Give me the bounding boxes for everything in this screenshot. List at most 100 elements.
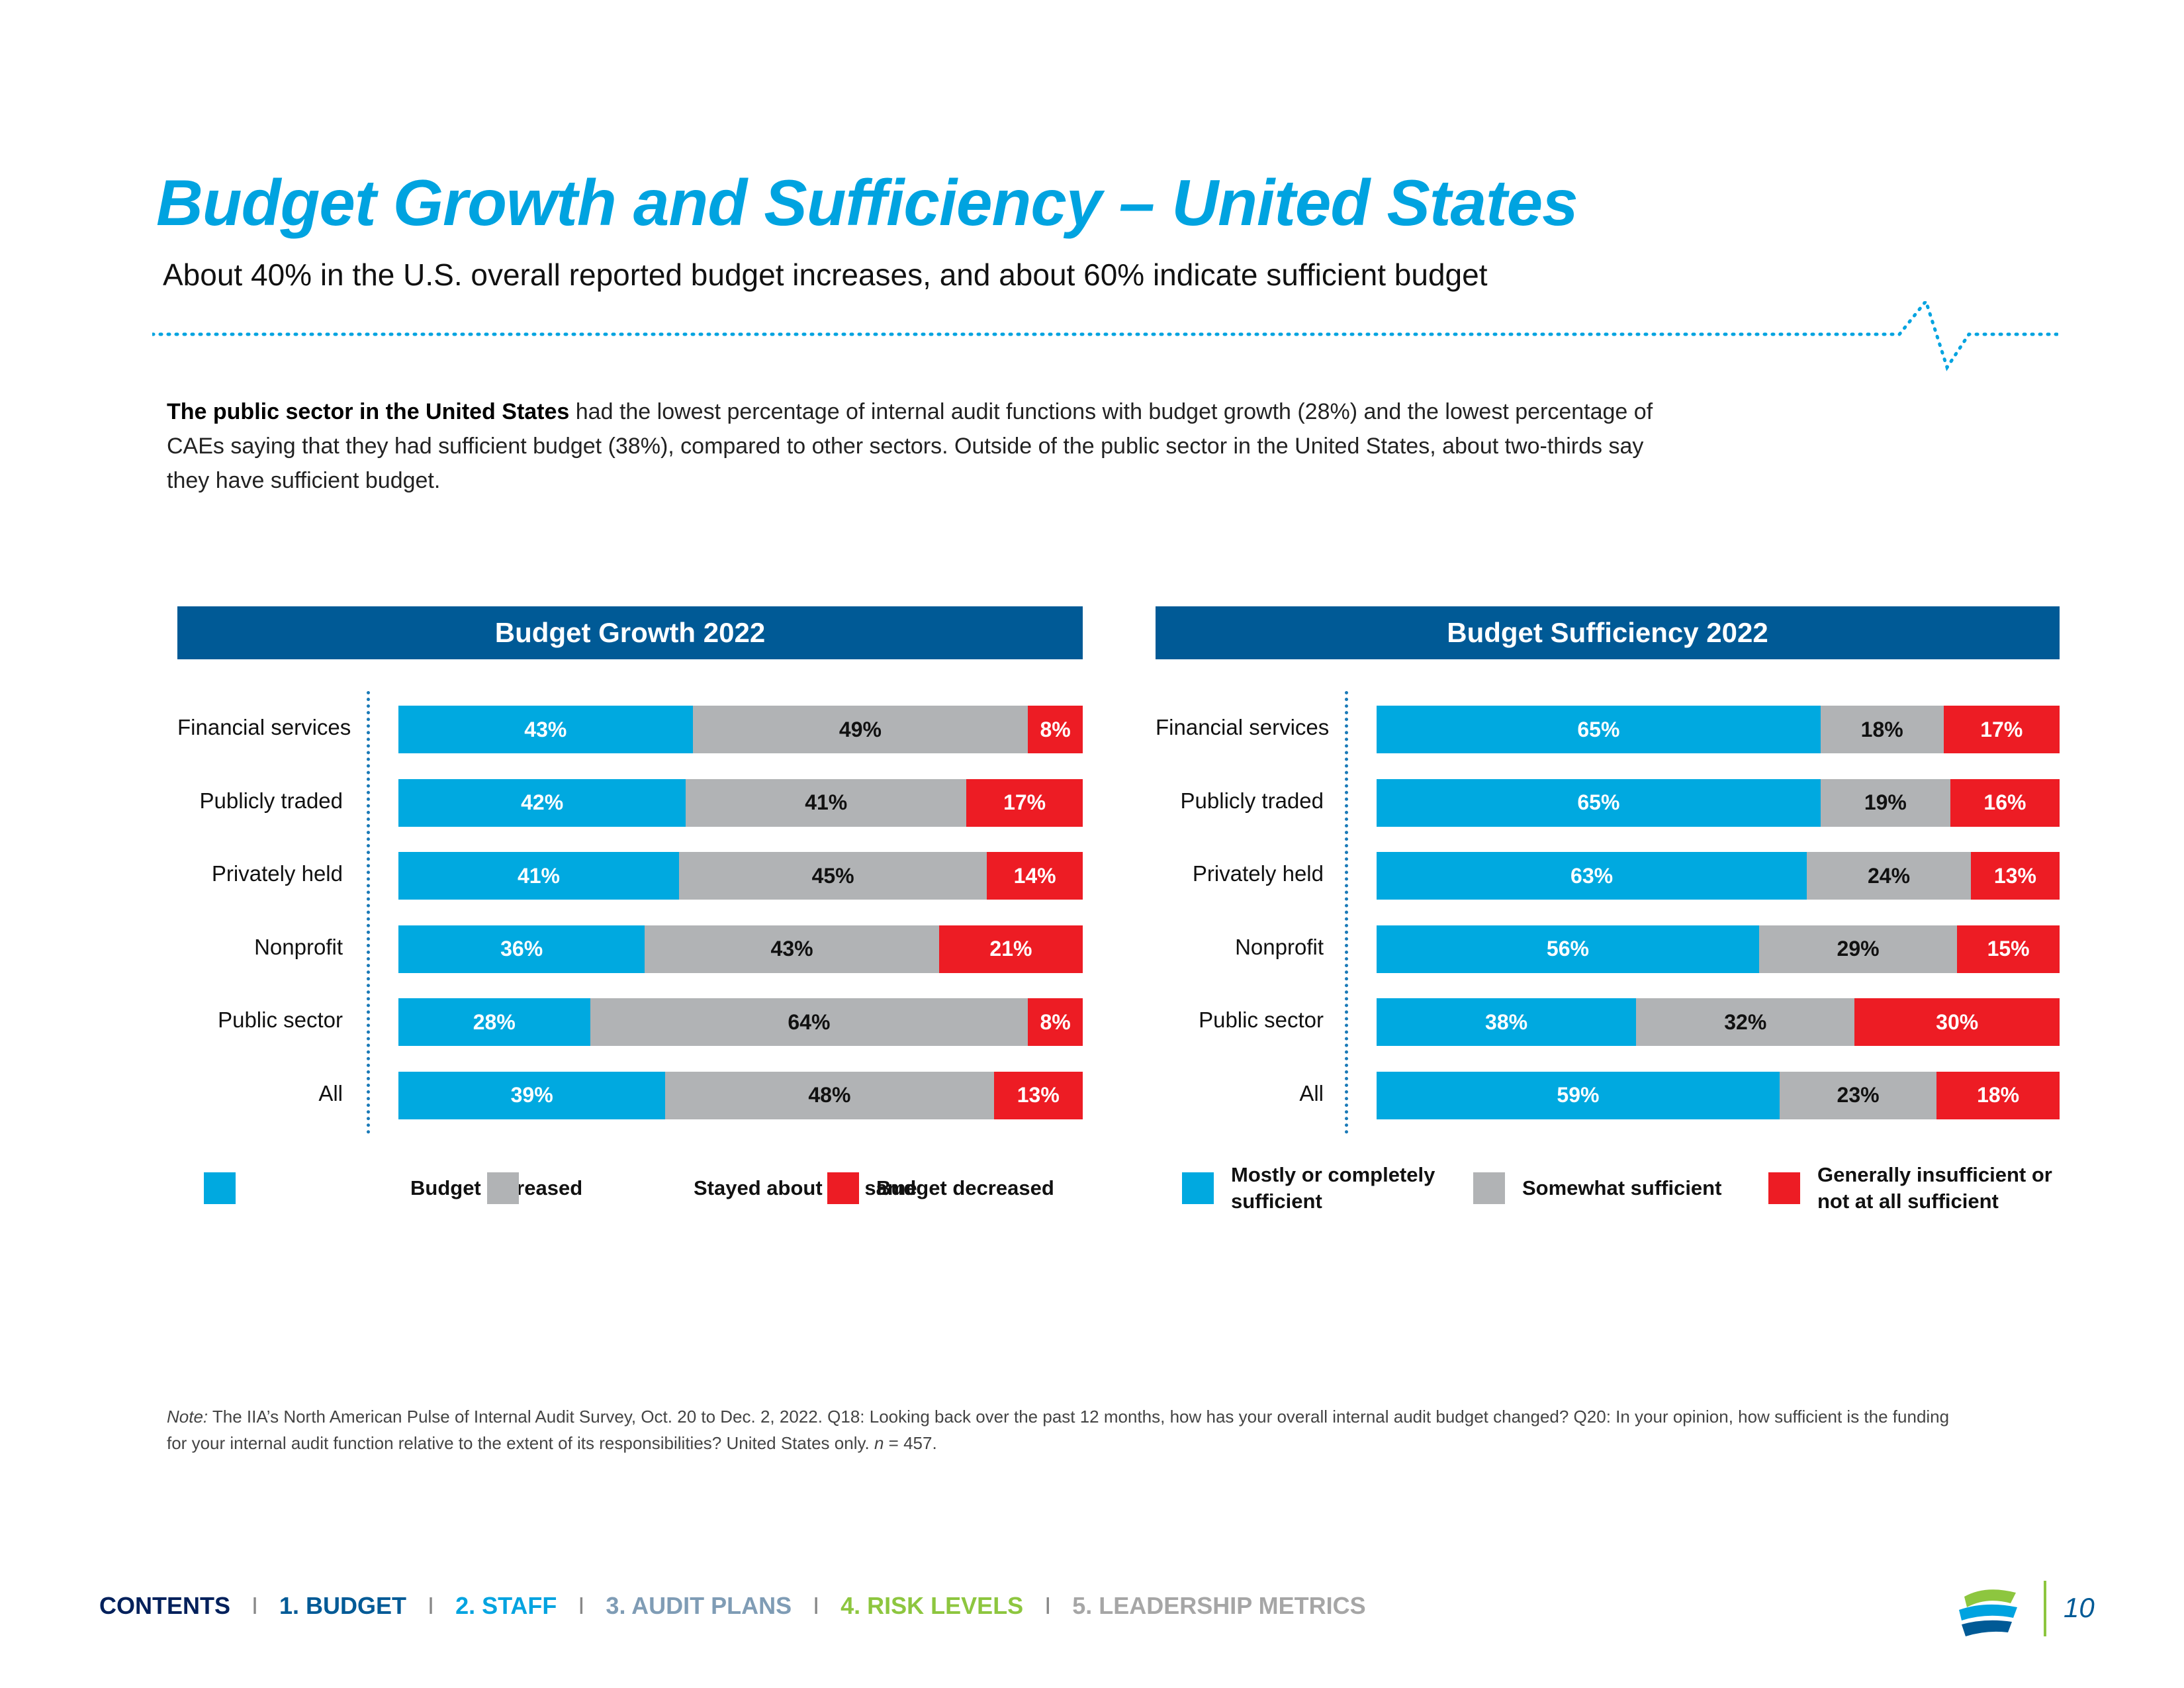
data-label: 29% <box>1837 937 1880 961</box>
bar-segment: 24% <box>1807 852 1971 900</box>
bar-segment: 16% <box>1950 778 2060 827</box>
data-label: 21% <box>989 937 1032 961</box>
category-label: Privately held <box>1192 861 1324 886</box>
data-label: 59% <box>1557 1083 1600 1107</box>
bar-segment: 38% <box>1377 998 1637 1046</box>
data-label: 56% <box>1546 937 1589 961</box>
data-label: 28% <box>473 1009 516 1034</box>
bar-segment: 18% <box>1936 1071 2060 1119</box>
bar-segment: 48% <box>665 1071 994 1119</box>
category-label: Privately held <box>211 861 343 886</box>
legend-label: Budget decreased <box>876 1176 1054 1199</box>
data-label: 13% <box>1993 863 2036 888</box>
data-label: 17% <box>1980 717 2023 741</box>
data-label: 49% <box>839 717 882 741</box>
nav-item[interactable]: 5. LEADERSHIP METRICS <box>1072 1592 1366 1619</box>
note-n-value: = 457. <box>884 1433 937 1453</box>
category-label: Nonprofit <box>1235 934 1324 959</box>
legend-label: Mostly or completely sufficient <box>1231 1162 1435 1213</box>
data-label: 65% <box>1577 717 1620 741</box>
nav-separator: I <box>813 1592 820 1619</box>
category-label: Nonprofit <box>254 934 343 959</box>
bar-segment: 23% <box>1779 1071 1937 1119</box>
category-axis-line <box>367 691 370 1134</box>
page-subtitle: About 40% in the U.S. overall reported b… <box>163 258 1488 292</box>
nav-item[interactable]: 1. BUDGET <box>279 1592 407 1619</box>
bar-segment: 21% <box>938 925 1083 973</box>
data-label: 14% <box>1013 863 1056 888</box>
data-label: 15% <box>1987 937 2030 961</box>
data-label: 39% <box>510 1083 553 1107</box>
intro-bold: The public sector in the United States <box>167 399 570 424</box>
bar-segment: 36% <box>398 925 645 973</box>
bar-segment: 17% <box>966 778 1083 827</box>
legend-swatch <box>1473 1172 1505 1204</box>
dotted-divider <box>152 301 2058 371</box>
data-label: 13% <box>1017 1083 1060 1107</box>
bar-segment: 29% <box>1758 925 1958 973</box>
category-label: Financial services <box>1156 715 1330 739</box>
chart-title: Budget Growth 2022 <box>177 606 1083 659</box>
legend-swatch <box>1182 1172 1214 1204</box>
data-label: 17% <box>1003 790 1046 814</box>
nav-separator: I <box>1044 1592 1052 1619</box>
iia-logo-icon <box>1959 1589 2017 1636</box>
legend-swatch <box>827 1172 859 1204</box>
nav-item[interactable]: 2. STAFF <box>455 1592 557 1619</box>
budget-growth-chart: Budget Growth 2022 Financial services 43%… <box>177 606 1083 1215</box>
bar-segment: 8% <box>1028 998 1083 1046</box>
bar-segment: 64% <box>590 998 1028 1046</box>
bar-segment: 15% <box>1957 925 2060 973</box>
bar-segment: 32% <box>1636 998 1855 1046</box>
data-label: 41% <box>517 863 560 888</box>
data-label: 23% <box>1837 1083 1880 1107</box>
bar-segment: 41% <box>398 852 679 900</box>
data-label: 8% <box>1040 1009 1071 1034</box>
category-label: Publicly traded <box>199 788 343 813</box>
nav-item[interactable]: 3. AUDIT PLANS <box>606 1592 792 1619</box>
bar-segment: 18% <box>1820 706 1944 753</box>
nav-separator: I <box>428 1592 435 1619</box>
bar-segment: 28% <box>398 998 590 1046</box>
data-label: 64% <box>788 1009 831 1034</box>
page-title: Budget Growth and Sufficiency – United S… <box>156 166 1578 239</box>
bar-segment: 30% <box>1854 998 2060 1046</box>
note-n: n <box>874 1433 884 1453</box>
intro-text: had the lowest percentage of internal au… <box>167 399 1653 493</box>
bar-segment: 63% <box>1377 852 1807 900</box>
note-label: Note: <box>167 1407 208 1427</box>
data-label: 36% <box>500 937 543 961</box>
nav-item[interactable]: 4. RISK LEVELS <box>841 1592 1024 1619</box>
legend-label: Generally insufficient or not at all suf… <box>1817 1162 2052 1213</box>
footnote: Note: The IIA’s North American Pulse of … <box>167 1403 1954 1456</box>
category-label: Financial services <box>177 715 351 739</box>
bar-segment: 13% <box>1970 852 2060 900</box>
category-label: Publicly traded <box>1180 788 1324 813</box>
data-label: 18% <box>1977 1083 2020 1107</box>
bar-segment: 59% <box>1377 1071 1780 1119</box>
budget-sufficiency-chart: Budget Sufficiency 2022 Financial servic… <box>1156 606 2060 1215</box>
data-label: 32% <box>1724 1009 1767 1034</box>
bar-segment: 56% <box>1377 925 1759 973</box>
bar-segment: 65% <box>1377 778 1821 827</box>
nav-item[interactable]: CONTENTS <box>99 1592 230 1619</box>
footer-divider <box>2044 1581 2046 1636</box>
bar-segment: 45% <box>678 852 987 900</box>
data-label: 43% <box>770 937 813 961</box>
footer-nav: CONTENTS I 1. BUDGET I 2. STAFF I 3. AUDIT PLA… <box>99 1592 1366 1620</box>
category-axis-line <box>1345 691 1348 1134</box>
data-label: 16% <box>1983 790 2026 814</box>
data-label: 48% <box>808 1083 851 1107</box>
data-label: 24% <box>1867 863 1911 888</box>
bar-segment: 8% <box>1028 706 1083 753</box>
bar-segment: 41% <box>686 778 967 827</box>
bar-segment: 14% <box>987 852 1083 900</box>
category-label: Public sector <box>218 1008 343 1032</box>
nav-separator: I <box>251 1592 259 1619</box>
legend-label: Stayed about the same <box>694 1176 917 1199</box>
data-label: 65% <box>1577 790 1620 814</box>
legend-swatch <box>1768 1172 1800 1204</box>
nav-separator: I <box>578 1592 585 1619</box>
data-label: 30% <box>1936 1009 1979 1034</box>
note-text: The IIA’s North American Pulse of Intern… <box>167 1407 1950 1453</box>
